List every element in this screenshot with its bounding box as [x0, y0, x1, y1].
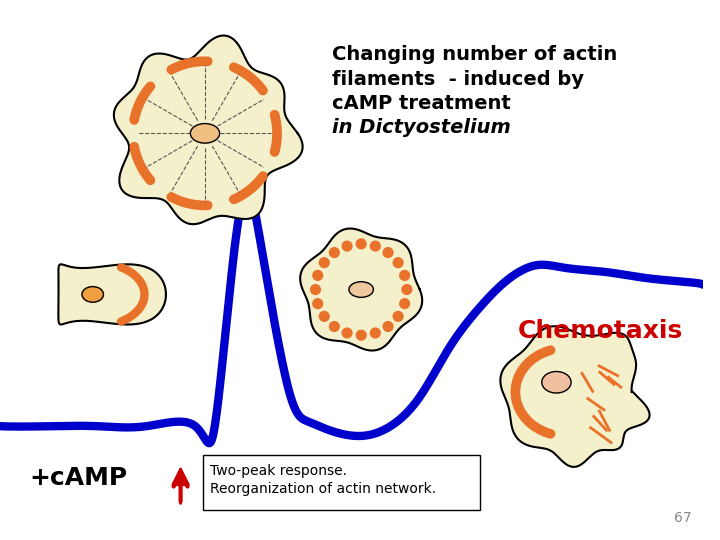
Text: in Dictyostelium: in Dictyostelium — [332, 118, 510, 137]
Text: filaments  - induced by: filaments - induced by — [332, 70, 584, 89]
Polygon shape — [58, 264, 166, 325]
Text: Reorganization of actin network.: Reorganization of actin network. — [210, 482, 436, 496]
Circle shape — [320, 312, 329, 321]
Circle shape — [356, 330, 366, 340]
Text: Changing number of actin: Changing number of actin — [332, 45, 617, 64]
Circle shape — [383, 322, 393, 332]
Circle shape — [310, 285, 320, 294]
Circle shape — [330, 248, 339, 258]
Circle shape — [400, 299, 410, 308]
Circle shape — [370, 328, 380, 338]
Circle shape — [330, 322, 339, 332]
Circle shape — [320, 258, 329, 267]
Circle shape — [342, 241, 352, 251]
Circle shape — [383, 248, 393, 258]
Circle shape — [313, 299, 323, 308]
Circle shape — [342, 328, 352, 338]
Circle shape — [356, 239, 366, 249]
FancyBboxPatch shape — [203, 455, 480, 510]
Ellipse shape — [190, 124, 220, 143]
Text: cAMP treatment: cAMP treatment — [332, 94, 510, 113]
Circle shape — [393, 258, 403, 267]
Ellipse shape — [541, 372, 571, 393]
Text: +cAMP: +cAMP — [30, 466, 127, 490]
Polygon shape — [300, 228, 422, 350]
Ellipse shape — [82, 287, 104, 302]
Polygon shape — [114, 36, 302, 224]
Circle shape — [393, 312, 403, 321]
Text: Chemotaxis: Chemotaxis — [518, 319, 683, 343]
Text: 67: 67 — [674, 511, 691, 525]
Ellipse shape — [349, 282, 374, 298]
Circle shape — [402, 285, 412, 294]
Circle shape — [400, 271, 410, 280]
Circle shape — [313, 271, 323, 280]
Text: Two-peak response.: Two-peak response. — [210, 464, 347, 478]
Circle shape — [370, 241, 380, 251]
Polygon shape — [500, 326, 649, 467]
